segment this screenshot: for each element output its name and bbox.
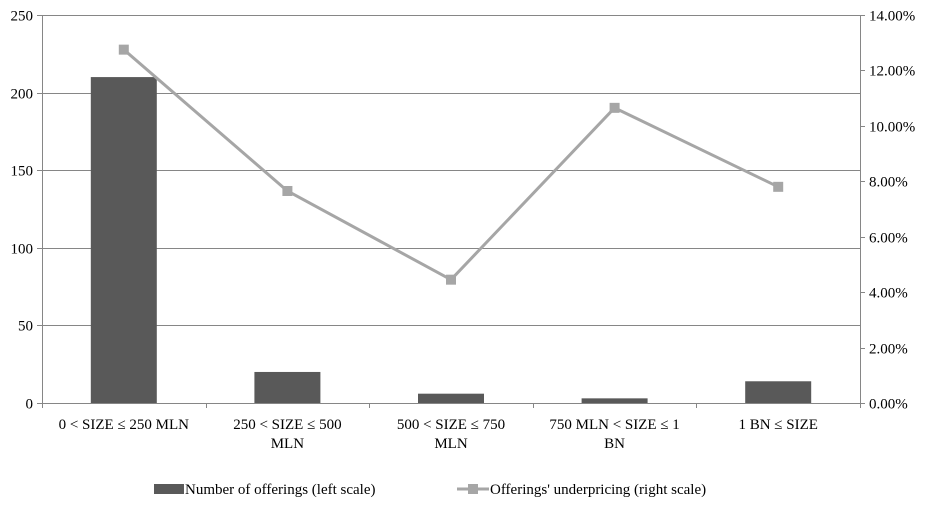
legend-line-marker (468, 484, 478, 494)
line-marker (282, 185, 293, 196)
right-tick-label: 10.00% (869, 120, 915, 136)
bar-series (90, 77, 812, 403)
category-label: 750 MLN < SIZE ≤ 1 BN (549, 417, 679, 452)
bar (254, 371, 321, 403)
tick-labels: 0 50 100 150 200 250 0.00% 2.00% 4.00% 6.00% 8.00%… (11, 9, 916, 453)
left-tick-label: 200 (11, 87, 34, 103)
line-marker (773, 181, 784, 192)
line-marker (446, 274, 456, 285)
bar (418, 393, 484, 403)
left-tick-label: 100 (11, 242, 34, 258)
underpricing-line (122, 48, 779, 282)
line-marker (118, 44, 129, 55)
axes (37, 15, 865, 408)
bar (745, 381, 812, 403)
right-tick-label: 4.00% (869, 286, 908, 302)
legend: Number of offerings (left scale) Offering… (154, 482, 706, 498)
left-tick-label: 150 (11, 164, 34, 180)
left-tick-label: 50 (18, 319, 33, 335)
right-tick-label: 6.00% (869, 231, 908, 247)
gridlines (42, 15, 860, 326)
legend-label-line: Offerings' underpricing (right scale) (490, 482, 706, 498)
bar (90, 77, 157, 403)
category-label: 500 < SIZE ≤ 750 MLN (397, 417, 505, 452)
right-tick-label: 2.00% (869, 342, 908, 358)
right-tick-label: 12.00% (869, 64, 915, 80)
right-tick-label: 14.00% (869, 9, 915, 25)
legend-bar-swatch (154, 484, 184, 494)
left-tick-label: 250 (11, 9, 34, 25)
left-tick-label: 0 (26, 397, 34, 413)
category-label: 0 < SIZE ≤ 250 MLN (59, 417, 190, 433)
bar (581, 398, 648, 403)
right-tick-label: 8.00% (869, 175, 908, 191)
line-marker (609, 102, 620, 113)
category-label: 1 BN ≤ SIZE (738, 417, 817, 433)
legend-label-bars: Number of offerings (left scale) (185, 482, 375, 498)
right-tick-label: 0.00% (869, 397, 908, 413)
category-label: 250 < SIZE ≤ 500 MLN (233, 417, 341, 452)
line-series (118, 44, 784, 285)
